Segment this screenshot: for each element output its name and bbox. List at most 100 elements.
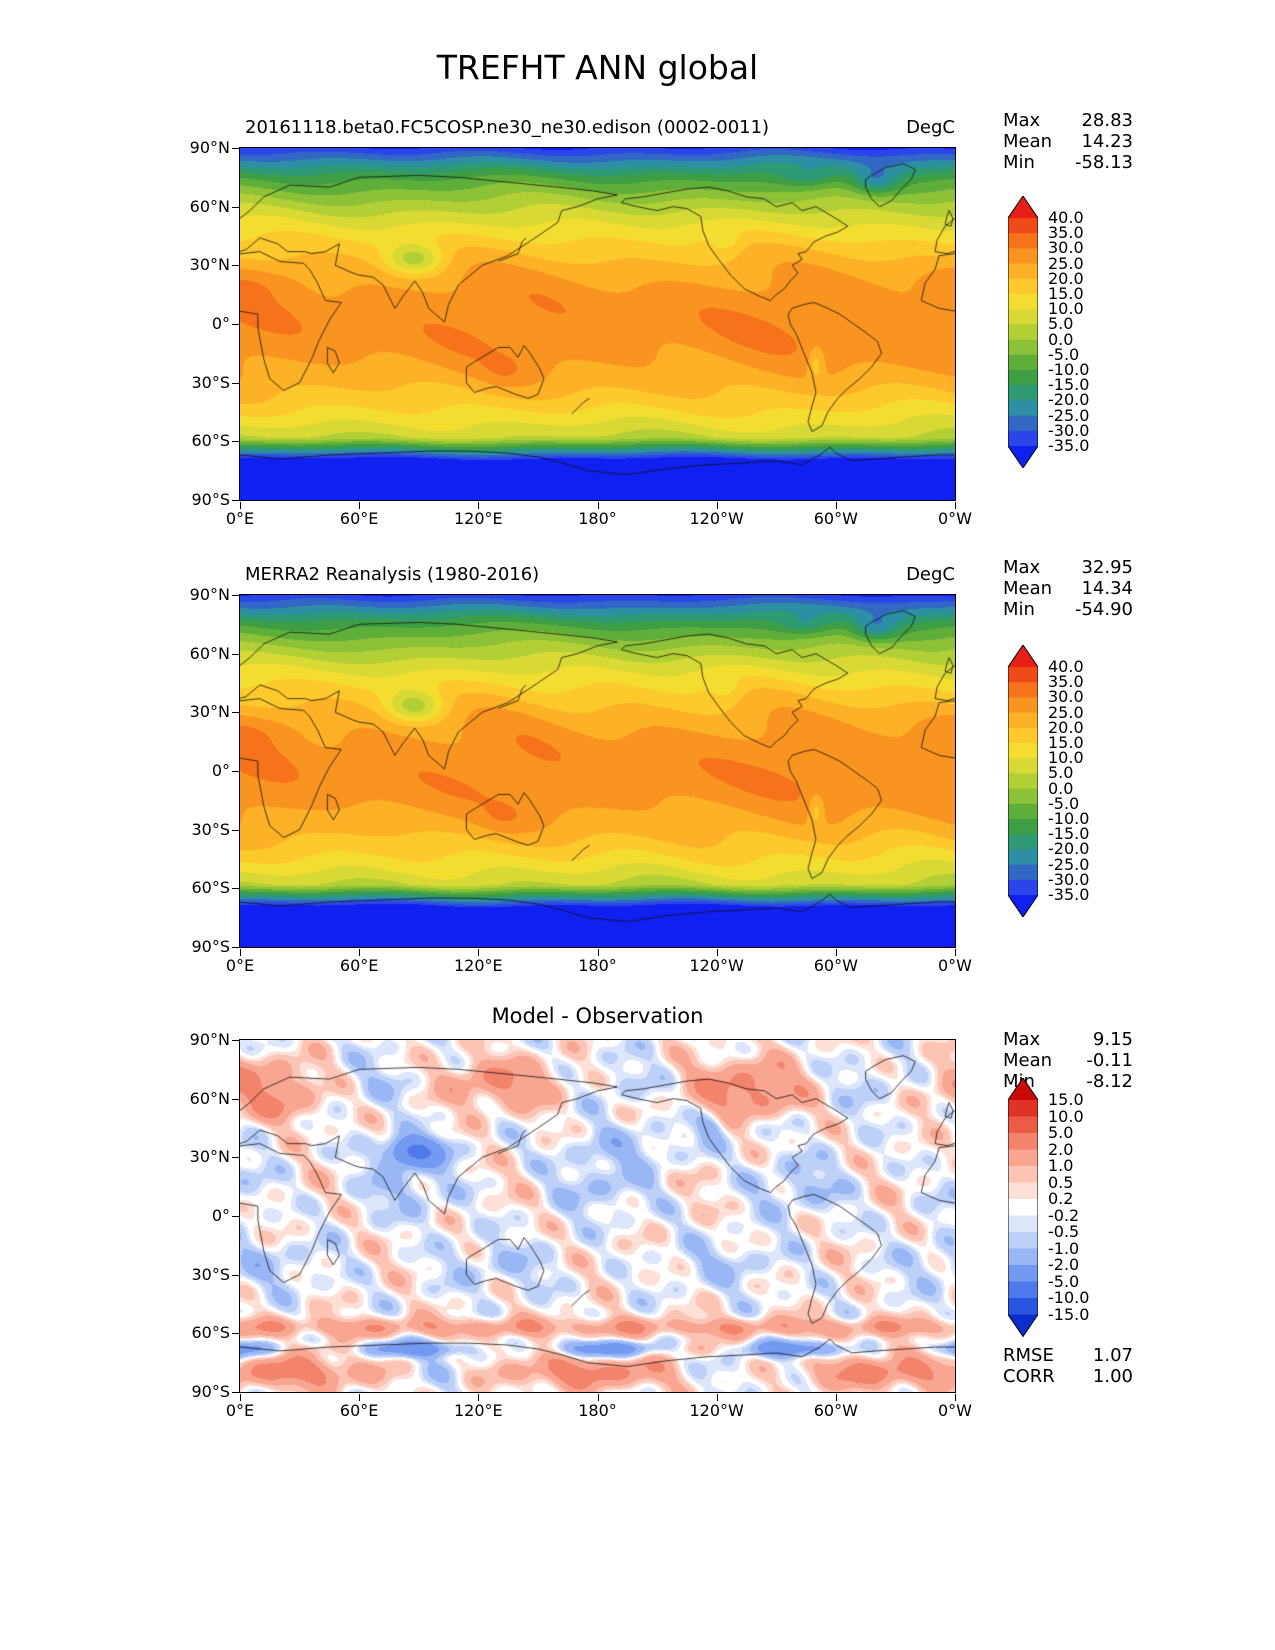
panel1-stats: Max 28.83 Mean 14.23 Min -58.13 <box>1003 110 1133 173</box>
y-tick-mark <box>232 1333 239 1335</box>
panel1-subtitle: 20161118.beta0.FC5COSP.ne30_ne30.edison … <box>245 117 770 138</box>
y-tick-mark <box>232 771 239 772</box>
obs-map-panel <box>239 594 956 948</box>
y-tick-mark <box>232 829 239 831</box>
colorbar-tick-label: 10.0 <box>1048 1106 1084 1126</box>
diff-map-canvas <box>240 1040 955 1392</box>
diff-colorbar <box>1007 1077 1039 1341</box>
y-tick-mark <box>232 1392 239 1393</box>
colorbar-tick-label: -1.0 <box>1048 1238 1080 1258</box>
y-tick-mark <box>232 888 239 890</box>
x-tick-label: 60°W <box>813 956 858 975</box>
corr-label: CORR <box>1003 1366 1055 1387</box>
colorbar-tick-label: 35.0 <box>1048 223 1084 243</box>
x-tick-mark <box>359 1394 361 1401</box>
x-tick-mark <box>240 1394 241 1401</box>
x-tick-label: 0°E <box>225 1401 255 1420</box>
model-map-canvas <box>240 148 955 500</box>
y-tick-mark <box>232 712 239 714</box>
stat-label: Max <box>1003 557 1041 578</box>
x-tick-mark <box>716 949 718 956</box>
colorbar-tick-label: -5.0 <box>1048 1271 1080 1291</box>
colorbar-tick-label: -0.2 <box>1048 1205 1080 1225</box>
colorbar-tick-label: 20.0 <box>1048 268 1084 288</box>
y-tick-label: 90°S <box>191 490 230 509</box>
colorbar-tick-label: 40.0 <box>1048 657 1084 676</box>
model-map-panel <box>239 147 956 501</box>
colorbar-tick-label: -15.0 <box>1048 824 1090 844</box>
colorbar-tick-label: 10.0 <box>1048 748 1084 768</box>
x-tick-mark <box>478 1394 480 1401</box>
x-tick-mark <box>955 949 956 956</box>
stat-value: 28.83 <box>1081 110 1133 131</box>
x-tick-mark <box>835 502 837 509</box>
colorbar-tick-label: -30.0 <box>1048 420 1090 440</box>
y-tick-label: 90°S <box>191 937 230 956</box>
x-tick-label: 60°W <box>813 1401 858 1420</box>
colorbar-tick-label: -20.0 <box>1048 390 1090 410</box>
y-tick-mark <box>232 947 239 948</box>
y-tick-label: 90°S <box>191 1382 230 1401</box>
y-tick-label: 60°S <box>191 431 230 451</box>
x-tick-mark <box>597 502 599 509</box>
metrics-block: RMSE 1.07 CORR 1.00 <box>1003 1345 1133 1387</box>
y-tick-mark <box>232 595 239 596</box>
colorbar-tick-label: 30.0 <box>1048 238 1084 258</box>
x-tick-mark <box>478 502 480 509</box>
colorbar-tick-label: -10.0 <box>1048 360 1090 379</box>
stat-value: 32.95 <box>1081 557 1133 578</box>
stat-value: -8.12 <box>1086 1071 1133 1092</box>
colorbar-tick-label: 15.0 <box>1048 1090 1084 1109</box>
panel2-stats: Max 32.95 Mean 14.34 Min -54.90 <box>1003 557 1133 620</box>
colorbar-tick-label: -2.0 <box>1048 1255 1080 1274</box>
y-tick-label: 30°S <box>191 372 230 392</box>
y-tick-label: 30°N <box>189 702 230 722</box>
panel1-units-label: DegC <box>906 117 955 138</box>
x-tick-mark <box>835 1394 837 1401</box>
x-tick-label: 120°W <box>689 509 744 528</box>
x-tick-label: 0°W <box>938 509 972 528</box>
x-tick-label: 0°W <box>938 1401 972 1420</box>
x-tick-label: 120°E <box>454 956 503 975</box>
colorbar-tick-label: 0.0 <box>1048 329 1074 349</box>
x-tick-mark <box>240 502 241 509</box>
y-tick-mark <box>232 1157 239 1159</box>
colorbar-tick-label: -20.0 <box>1048 839 1090 859</box>
y-tick-mark <box>232 653 239 655</box>
stat-label: Mean <box>1003 578 1053 599</box>
x-tick-label: 60°E <box>339 509 379 528</box>
x-tick-label: 120°W <box>689 956 744 975</box>
x-tick-label: 120°W <box>689 1401 744 1420</box>
colorbar-tick-label: 15.0 <box>1048 284 1084 303</box>
y-tick-label: 0° <box>211 314 230 333</box>
colorbar-tick-label: -10.0 <box>1048 1288 1090 1307</box>
colorbar-tick-label: 0.0 <box>1048 778 1074 798</box>
stat-value: 9.15 <box>1092 1029 1133 1050</box>
model-colorbar <box>1007 195 1039 472</box>
y-tick-label: 30°S <box>191 1264 230 1284</box>
colorbar-tick-label: 10.0 <box>1048 299 1084 319</box>
colorbar-tick-label: 40.0 <box>1048 208 1084 227</box>
y-tick-label: 60°S <box>191 878 230 898</box>
x-tick-label: 180° <box>578 509 617 528</box>
colorbar-tick-label: -25.0 <box>1048 854 1090 874</box>
colorbar-tick-label: -5.0 <box>1048 793 1080 813</box>
y-tick-mark <box>232 1274 239 1276</box>
stat-value: -58.13 <box>1074 152 1133 173</box>
x-tick-mark <box>835 949 837 956</box>
stat-label: Mean <box>1003 131 1053 152</box>
colorbar-tick-label: 5.0 <box>1048 763 1074 783</box>
y-tick-label: 30°N <box>189 255 230 275</box>
colorbar-tick-label: -35.0 <box>1048 885 1090 904</box>
rmse-value: 1.07 <box>1092 1345 1133 1366</box>
y-tick-mark <box>232 1098 239 1100</box>
x-tick-mark <box>478 949 480 956</box>
stat-label: Min <box>1003 152 1035 173</box>
x-tick-label: 180° <box>578 1401 617 1420</box>
x-tick-mark <box>240 949 241 956</box>
x-tick-label: 60°W <box>813 509 858 528</box>
colorbar-tick-label: 20.0 <box>1048 717 1084 737</box>
colorbar-tick-label: -15.0 <box>1048 1304 1090 1324</box>
colorbar-tick-label: 35.0 <box>1048 672 1084 692</box>
